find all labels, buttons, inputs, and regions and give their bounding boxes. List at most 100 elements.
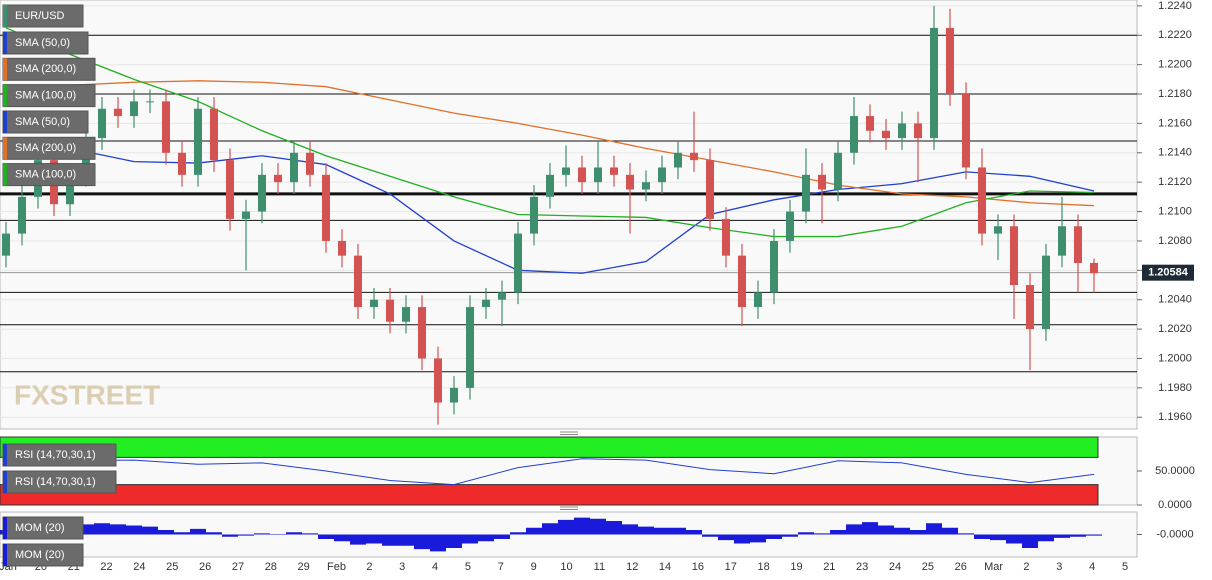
x-tick-label: 25: [166, 561, 178, 573]
y-tick-label: 1.2000: [1158, 352, 1192, 364]
candle-body: [530, 196, 538, 234]
candle-body: [354, 255, 362, 308]
legend-swatch: [3, 84, 7, 107]
x-tick-label: 23: [856, 561, 868, 573]
rsi-band: [0, 436, 1099, 458]
candle-body: [882, 130, 890, 139]
legend-label: SMA (200,0): [15, 142, 76, 154]
legend-swatch: [3, 111, 7, 133]
x-tick-label: 14: [659, 561, 671, 573]
mom-bar: [222, 534, 238, 537]
legend-label: SMA (200,0): [15, 63, 76, 75]
candle-body: [674, 152, 682, 168]
y-tick-label: -0.0000: [1156, 528, 1193, 540]
candle-body: [850, 116, 858, 153]
candle-body: [226, 160, 234, 219]
candle-body: [802, 174, 810, 212]
candle-body: [770, 240, 778, 293]
candle-body: [722, 218, 730, 256]
mom-bar: [702, 534, 718, 537]
mom-bar: [638, 526, 654, 535]
candle-body: [642, 182, 650, 190]
last-price-box: [1142, 264, 1194, 281]
mom-bar: [1070, 534, 1086, 537]
candle-body: [946, 27, 954, 95]
x-tick-label: 27: [232, 561, 244, 573]
x-tick-label: 29: [298, 561, 310, 573]
mom-bar: [878, 525, 894, 535]
candle-body: [162, 101, 170, 153]
legend-swatch: [3, 544, 7, 566]
x-tick-label: 16: [692, 561, 704, 573]
mom-bar: [238, 534, 254, 536]
mom-bar: [1038, 534, 1054, 542]
mom-bar: [846, 524, 862, 535]
candle-body: [98, 108, 106, 139]
mom-bar: [302, 533, 318, 535]
y-tick-label: 1.2120: [1158, 176, 1192, 188]
legend-label: SMA (100,0): [15, 90, 76, 102]
candle-body: [1042, 255, 1050, 330]
y-tick-label: 1.2160: [1158, 117, 1192, 129]
mom-bar: [542, 523, 558, 535]
rsi-band: [0, 484, 1099, 506]
mom-bar: [814, 533, 830, 535]
mom-bar: [1054, 534, 1070, 538]
y-tick-label: 1.2200: [1158, 59, 1192, 71]
legend-label: MOM (20): [15, 522, 65, 534]
x-tick-label: 22: [100, 561, 112, 573]
candle-body: [498, 292, 506, 300]
candle-body: [482, 299, 490, 308]
mom-bar: [350, 534, 366, 545]
mom-bar: [670, 527, 686, 535]
legend-label: SMA (100,0): [15, 169, 76, 181]
mom-bar: [862, 522, 878, 535]
legend-label: SMA (50,0): [15, 116, 70, 128]
x-tick-label: 11: [594, 561, 605, 573]
candle-body: [450, 387, 458, 403]
mom-bar: [126, 525, 142, 535]
candle-body: [338, 240, 346, 256]
candle-body: [258, 174, 266, 212]
mom-bar: [590, 518, 606, 535]
mom-bar: [382, 534, 398, 546]
candle-body: [690, 152, 698, 161]
mom-bar: [190, 528, 206, 535]
candle-body: [242, 211, 250, 219]
mom-bar: [558, 519, 574, 535]
candle-body: [178, 152, 186, 175]
candle-body: [834, 152, 842, 190]
x-tick-label: 28: [265, 561, 277, 573]
mom-bar: [910, 530, 926, 535]
x-tick-label: 4: [432, 561, 438, 573]
mom-bar: [494, 534, 510, 539]
sma-line: [5, 80, 1095, 207]
candle-body: [1010, 226, 1018, 286]
candle-body: [210, 108, 218, 161]
legend-swatch: [3, 58, 7, 81]
y-tick-label: 50.0000: [1155, 465, 1195, 477]
mom-bar: [526, 527, 542, 535]
mom-bar: [782, 534, 798, 537]
candle-body: [994, 226, 1002, 234]
candle-body: [130, 101, 138, 117]
mom-bar: [958, 533, 974, 535]
x-tick-label: 2: [1023, 561, 1029, 573]
x-tick-label: 9: [531, 561, 537, 573]
candle-body: [754, 292, 762, 308]
mom-bar: [270, 534, 286, 535]
candle-body: [594, 167, 602, 183]
legend-label: MOM (20): [15, 549, 65, 561]
candle-body: [626, 174, 634, 190]
candle-body: [1058, 226, 1066, 256]
x-tick-label: 12: [626, 561, 638, 573]
legend-swatch: [3, 163, 7, 186]
mom-bar: [942, 527, 958, 535]
candle-body: [274, 174, 282, 183]
panel-handle: [560, 431, 578, 510]
legend-swatch: [3, 5, 7, 27]
legend-swatch: [3, 137, 7, 160]
mom-bar: [718, 534, 734, 541]
legend-label: RSI (14,70,30,1): [15, 476, 96, 488]
x-tick-label: 3: [1056, 561, 1062, 573]
